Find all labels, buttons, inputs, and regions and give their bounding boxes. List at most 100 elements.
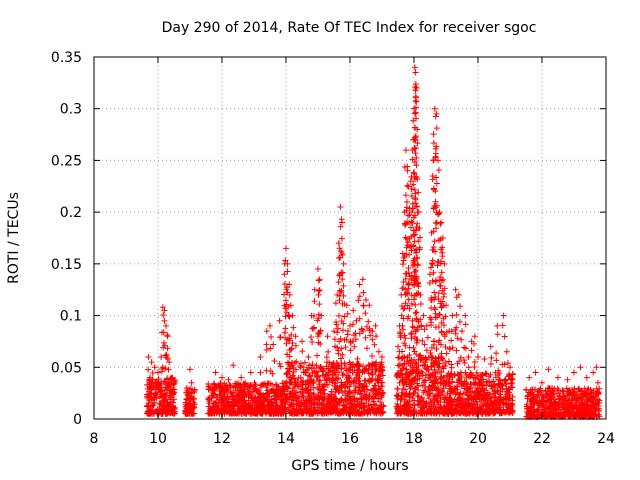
data-point bbox=[455, 400, 462, 407]
data-point bbox=[240, 381, 247, 388]
data-point bbox=[479, 372, 486, 379]
data-point bbox=[368, 377, 375, 384]
data-point bbox=[470, 406, 477, 413]
data-point bbox=[171, 406, 178, 413]
data-point bbox=[439, 388, 446, 395]
data-point bbox=[233, 380, 240, 387]
data-point bbox=[350, 360, 357, 367]
data-point bbox=[332, 405, 339, 412]
data-point bbox=[299, 393, 306, 400]
data-point bbox=[357, 391, 364, 398]
data-point bbox=[325, 392, 332, 399]
data-point bbox=[283, 395, 290, 402]
data-point bbox=[449, 388, 456, 395]
data-point bbox=[473, 408, 480, 415]
data-point bbox=[217, 382, 224, 389]
data-point bbox=[305, 387, 312, 394]
data-point bbox=[313, 374, 320, 381]
data-point bbox=[466, 385, 473, 392]
data-point bbox=[147, 407, 154, 414]
data-point bbox=[376, 373, 383, 380]
data-point bbox=[171, 378, 178, 385]
data-point bbox=[320, 402, 327, 409]
data-point bbox=[455, 391, 462, 398]
data-point bbox=[298, 381, 305, 388]
data-point bbox=[217, 400, 224, 407]
data-point bbox=[216, 410, 223, 417]
data-point bbox=[225, 402, 232, 409]
data-point bbox=[446, 397, 453, 404]
data-point bbox=[294, 397, 301, 404]
data-point bbox=[401, 386, 408, 393]
data-point bbox=[259, 381, 266, 388]
data-point bbox=[289, 403, 296, 410]
data-point bbox=[301, 406, 308, 413]
data-point bbox=[373, 390, 380, 397]
data-point bbox=[339, 389, 346, 396]
data-point bbox=[283, 406, 290, 413]
data-point bbox=[445, 380, 452, 387]
data-point bbox=[507, 408, 514, 415]
data-point bbox=[242, 402, 249, 409]
data-point bbox=[507, 375, 514, 382]
data-point bbox=[223, 404, 230, 411]
data-point bbox=[332, 380, 339, 387]
data-point bbox=[297, 407, 304, 414]
data-point bbox=[440, 392, 447, 399]
data-point bbox=[476, 380, 483, 387]
data-point bbox=[258, 391, 265, 398]
x-axis-label: GPS time / hours bbox=[291, 458, 408, 474]
data-point bbox=[483, 378, 490, 385]
data-point bbox=[210, 410, 217, 417]
data-point bbox=[316, 377, 323, 384]
data-point bbox=[440, 385, 447, 392]
data-point bbox=[454, 396, 461, 403]
data-point bbox=[254, 402, 261, 409]
data-point bbox=[273, 381, 280, 388]
data-point bbox=[161, 405, 168, 412]
data-point bbox=[163, 387, 170, 394]
data-point bbox=[406, 393, 413, 400]
data-point bbox=[461, 378, 468, 385]
data-point bbox=[159, 392, 166, 399]
data-point bbox=[440, 365, 447, 372]
data-point bbox=[462, 403, 469, 410]
data-point bbox=[343, 396, 350, 403]
data-point bbox=[355, 387, 362, 394]
x-tick-label: 8 bbox=[90, 431, 99, 447]
data-point bbox=[299, 410, 306, 417]
data-point bbox=[332, 395, 339, 402]
data-point bbox=[334, 401, 341, 408]
data-point bbox=[170, 388, 177, 395]
x-tick-label: 14 bbox=[277, 431, 295, 447]
data-point bbox=[287, 390, 294, 397]
data-point bbox=[323, 376, 330, 383]
data-point bbox=[424, 392, 431, 399]
data-point bbox=[442, 359, 449, 366]
data-point bbox=[234, 409, 241, 416]
data-point bbox=[483, 391, 490, 398]
data-point bbox=[349, 369, 356, 376]
data-point bbox=[170, 381, 177, 388]
data-point bbox=[254, 395, 261, 402]
data-point bbox=[191, 386, 198, 393]
data-point bbox=[210, 400, 217, 407]
data-point bbox=[425, 384, 432, 391]
y-tick-label: 0 bbox=[73, 412, 82, 428]
data-point bbox=[164, 410, 171, 417]
data-point bbox=[360, 383, 367, 390]
data-point bbox=[474, 373, 481, 380]
data-point bbox=[319, 368, 326, 375]
data-point bbox=[153, 379, 160, 386]
data-point bbox=[398, 395, 405, 402]
data-point bbox=[188, 409, 195, 416]
data-point bbox=[489, 378, 496, 385]
data-point bbox=[162, 384, 169, 391]
data-point bbox=[421, 362, 428, 369]
data-point bbox=[335, 388, 342, 395]
data-point bbox=[294, 409, 301, 416]
data-point bbox=[301, 369, 308, 376]
data-point bbox=[289, 394, 296, 401]
data-point bbox=[437, 395, 444, 402]
data-point bbox=[241, 391, 248, 398]
